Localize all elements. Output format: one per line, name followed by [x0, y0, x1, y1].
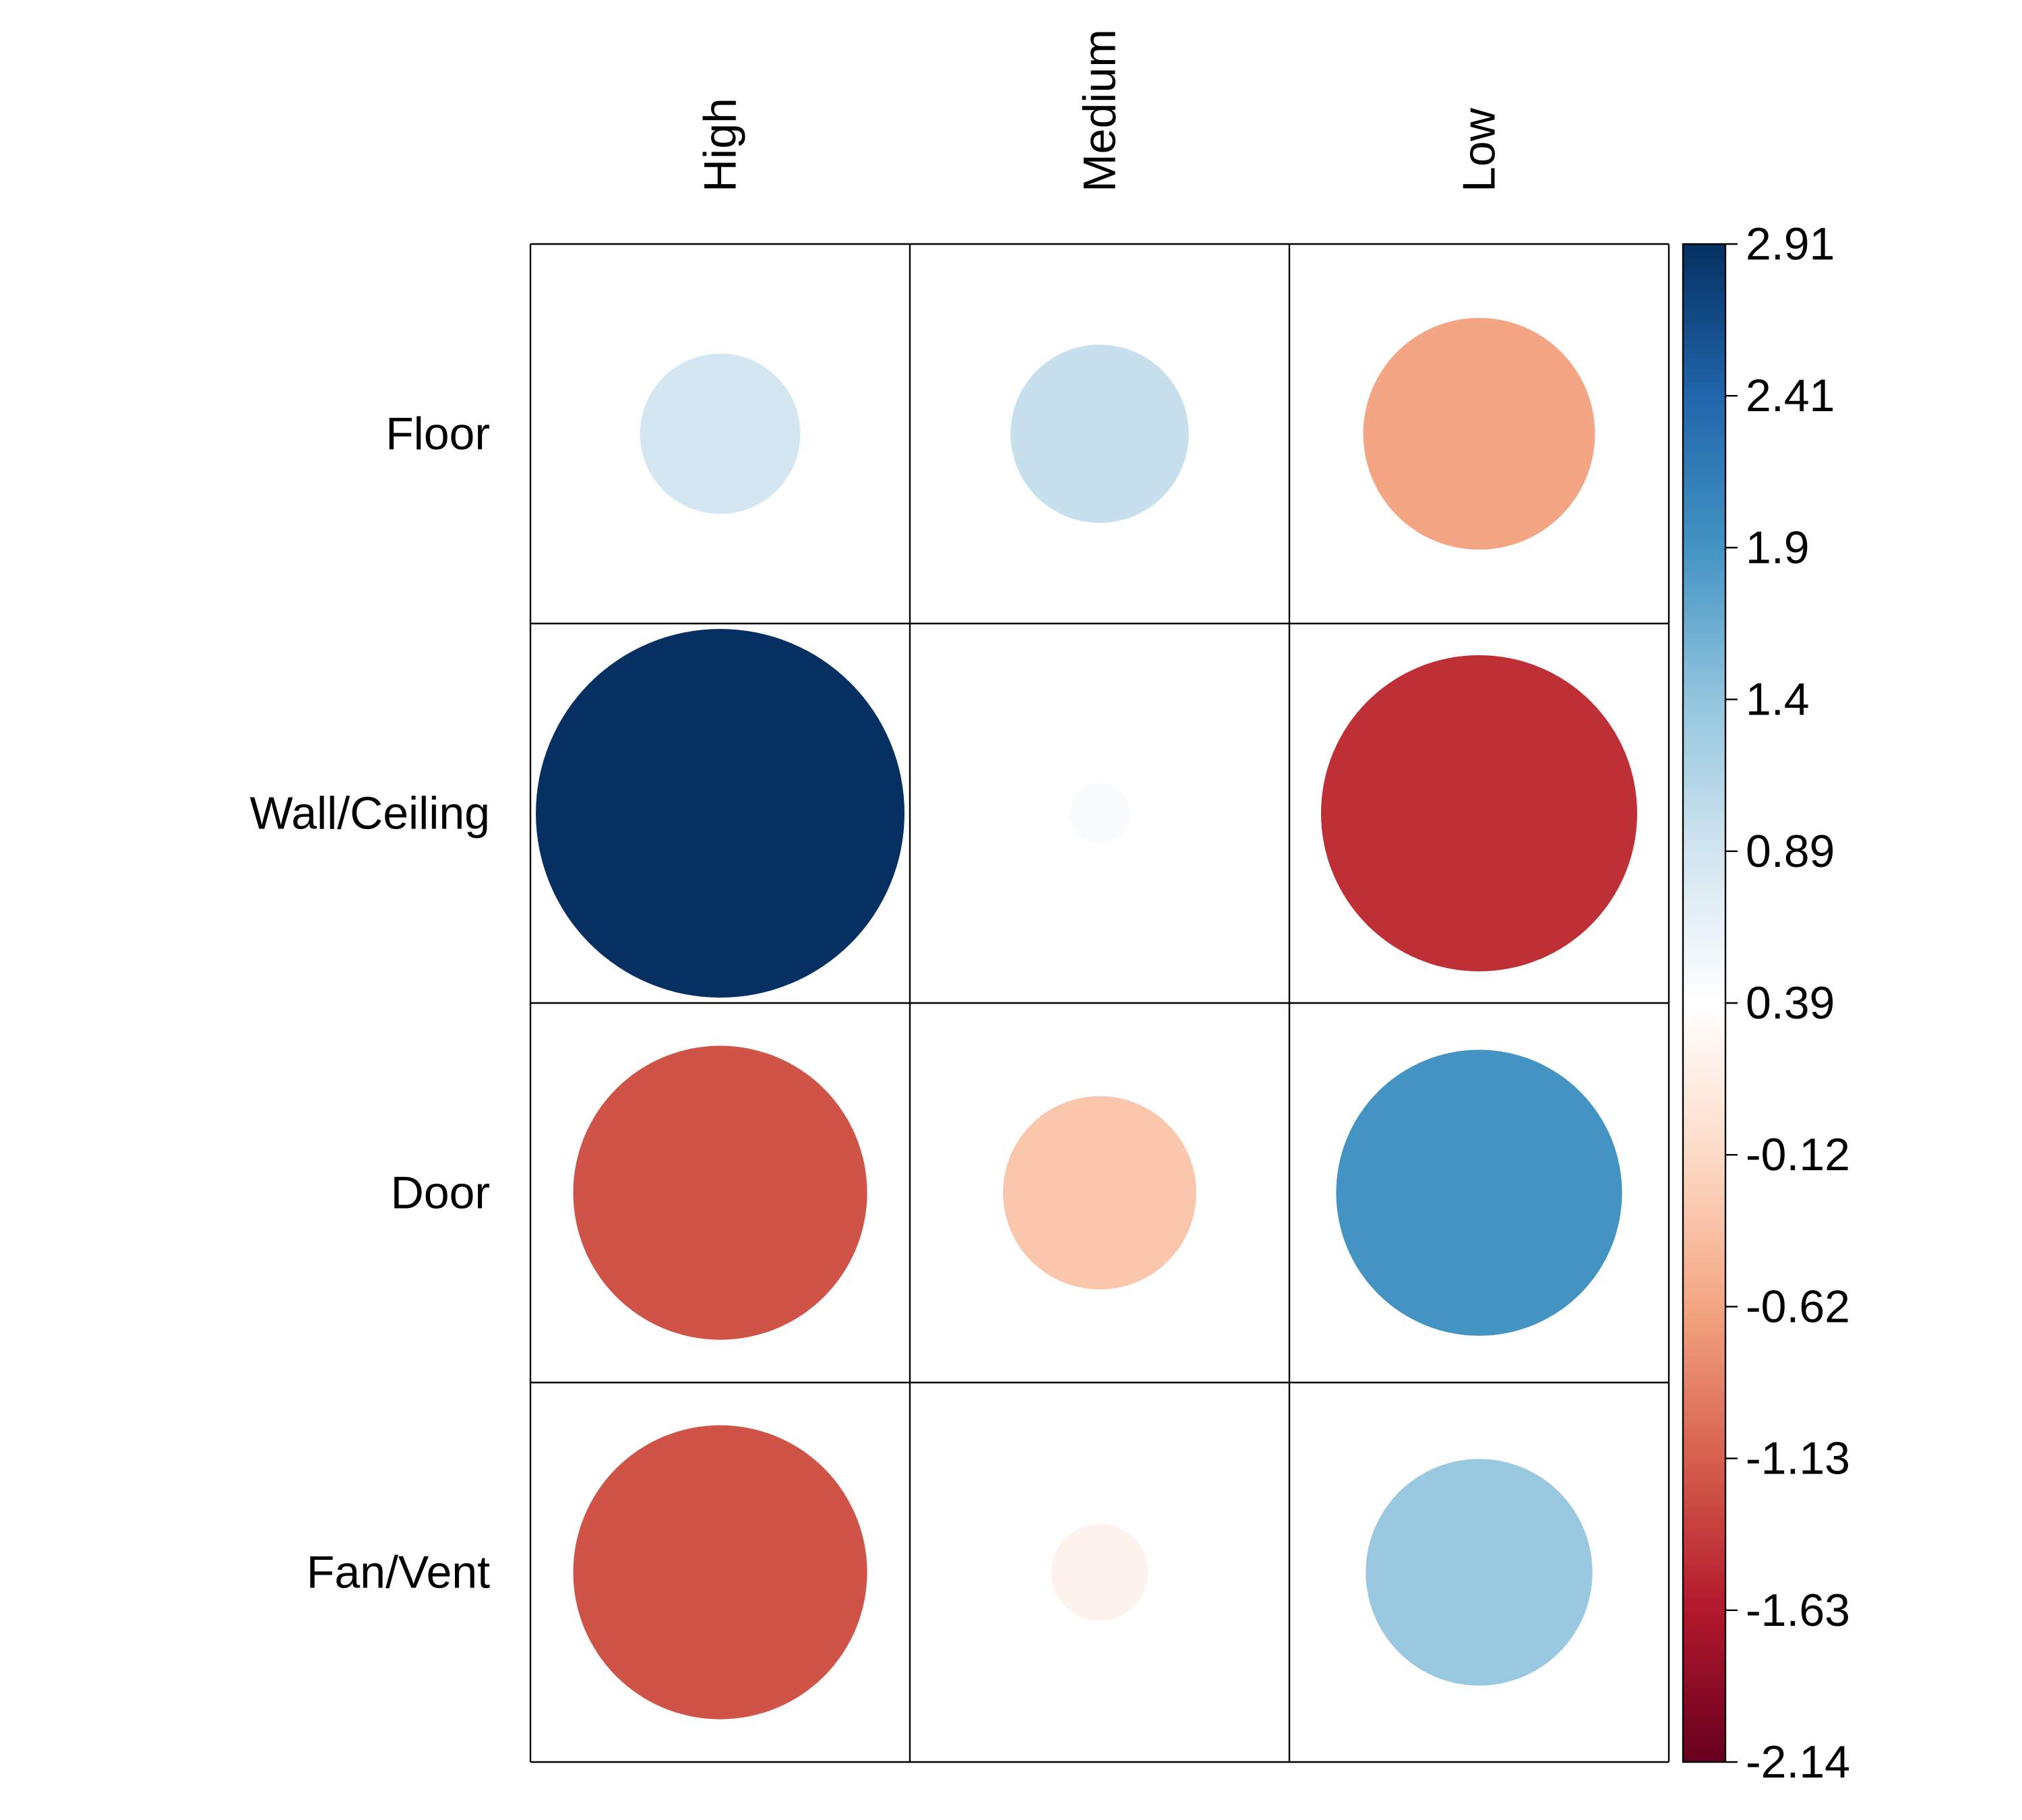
colorbar-gradient: [1683, 244, 1725, 1762]
colorbar-tick-label: 0.89: [1746, 826, 1835, 877]
row-label: Floor: [386, 408, 490, 460]
cell-circle-wall-ceiling-medium: [1069, 783, 1130, 844]
colorbar-tick-label: -1.63: [1746, 1585, 1850, 1636]
colorbar-tick-label: -1.13: [1746, 1433, 1850, 1484]
cell-circle-floor-low: [1363, 317, 1595, 550]
cell-circle-door-low: [1336, 1050, 1622, 1336]
colorbar-tick-label: -0.12: [1746, 1129, 1850, 1180]
cell-circle-door-medium: [1003, 1096, 1196, 1290]
colorbar-tick-label: 2.91: [1746, 218, 1835, 270]
colorbar-tick-label: 1.9: [1746, 522, 1810, 573]
column-label: Low: [1454, 107, 1505, 192]
cell-circle-wall-ceiling-low: [1320, 655, 1638, 972]
circles: [536, 317, 1638, 1720]
row-label: Wall/Ceiling: [250, 788, 490, 839]
colorbar: 2.91 2.41 1.9 1.4 0.89 0.39 -0.12 -0.62 -1.13 -1.…: [1682, 218, 1850, 1788]
cell-circle-floor-high: [640, 353, 801, 514]
row-label: Door: [391, 1167, 490, 1219]
column-label: Medium: [1074, 29, 1126, 192]
cell-circle-fan-vent-low: [1366, 1459, 1593, 1686]
colorbar-tick-label: -2.14: [1746, 1736, 1850, 1788]
colorbar-tick-label: 1.4: [1746, 674, 1810, 725]
grid: [529, 243, 1670, 1763]
column-labels: High Medium Low: [695, 29, 1505, 192]
cell-circle-door-high: [573, 1045, 867, 1340]
cell-circle-fan-vent-medium: [1051, 1523, 1148, 1621]
cell-circle-wall-ceiling-high: [536, 629, 905, 998]
cell-circle-fan-vent-high: [573, 1425, 867, 1720]
cell-circle-floor-medium: [1010, 344, 1189, 523]
row-labels: Floor Wall/Ceiling Door Fan/Vent: [250, 408, 491, 1598]
colorbar-tick-label: 0.39: [1746, 977, 1835, 1029]
row-label: Fan/Vent: [307, 1547, 490, 1598]
colorbar-tick-label: -0.62: [1746, 1281, 1850, 1332]
column-label: High: [695, 98, 746, 192]
colorbar-tick-label: 2.41: [1746, 370, 1835, 421]
